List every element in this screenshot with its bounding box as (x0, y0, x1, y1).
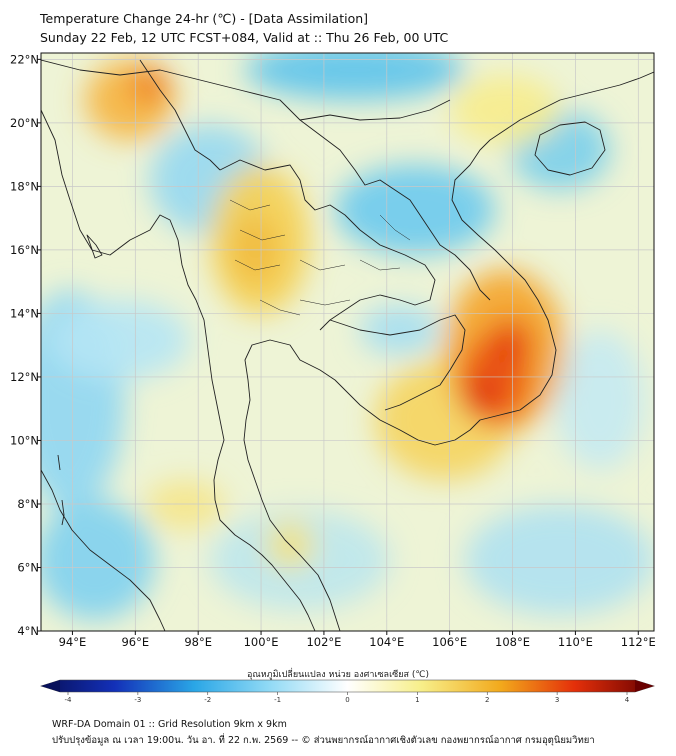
colorbar: -4 -3 -2 -1 0 1 2 3 4 (40, 679, 655, 704)
colorbar-tick-label: 1 (415, 696, 419, 704)
lon-tick-label: 112°E (621, 635, 656, 649)
colorbar-max-arrow (635, 680, 654, 692)
temperature-field (41, 53, 654, 631)
colorbar-tick-label: 0 (345, 696, 349, 704)
lon-tick-label: 98°E (184, 635, 212, 649)
lat-tick-label: 20°N (10, 116, 39, 130)
lon-tick-label: 108°E (495, 635, 530, 649)
coastlines-and-borders (41, 59, 654, 631)
colorbar-tick-label: 3 (555, 696, 559, 704)
lat-tick-label: 18°N (10, 179, 39, 193)
map-subtitle: Sunday 22 Feb, 12 UTC FCST+084, Valid at… (40, 30, 449, 45)
colorbar-title: อุณหภูมิเปลี่ยนแปลง หน่วย องศาเซลเซียส (… (246, 670, 430, 680)
colorbar-tick-label: 4 (625, 696, 630, 704)
longitude-axis: 94°E 96°E 98°E 100°E 102°E 104°E 106°E 108°E 110… (59, 631, 656, 649)
lon-tick-label: 100°E (244, 635, 279, 649)
lat-tick-label: 16°N (10, 243, 39, 257)
lat-tick-label: 10°N (10, 433, 39, 447)
latitude-axis: 4°N 6°N 8°N 10°N 12°N 14°N 16°N 18°N 20°N 22°N (10, 52, 41, 638)
hainan-island (534, 121, 606, 176)
mainland-coastline (41, 109, 316, 631)
lat-tick-label: 22°N (10, 52, 39, 66)
colorbar-tick-label: 2 (485, 696, 489, 704)
colorbar-tick-label: -3 (134, 696, 141, 704)
colorbar-tick-label: -1 (274, 696, 281, 704)
colorbar-min-arrow (41, 680, 60, 692)
lat-tick-label: 4°N (17, 624, 39, 638)
colorbar-tick-label: -4 (65, 696, 73, 704)
andaman-islands (57, 454, 65, 526)
cambodia-border (329, 314, 466, 411)
lat-tick-label: 14°N (10, 306, 39, 320)
colorbar-tick-label: -2 (204, 696, 211, 704)
provinces (229, 199, 411, 316)
colorbar-bar (40, 679, 655, 693)
bay-islands (86, 234, 103, 259)
footer-domain-info: WRF-DA Domain 01 :: Grid Resolution 9km … (52, 719, 287, 730)
gulf-coastline (243, 71, 654, 631)
sumatra-tip (41, 469, 166, 631)
lat-tick-label: 6°N (17, 560, 39, 574)
laos-vietnam-border (299, 119, 491, 301)
lon-tick-label: 94°E (59, 635, 87, 649)
lon-tick-label: 96°E (121, 635, 149, 649)
plot-frame (40, 52, 655, 632)
footer-update-info: ปรับปรุงข้อมูล ณ เวลา 19:00น. วัน อา. ที… (52, 735, 595, 746)
longitude-gridlines (72, 53, 639, 631)
lon-tick-label: 106°E (432, 635, 467, 649)
myanmar-border (139, 59, 221, 171)
lon-tick-label: 104°E (369, 635, 404, 649)
map-title: Temperature Change 24-hr (℃) - [Data Ass… (40, 11, 369, 26)
thailand-border (219, 159, 436, 331)
china-border (41, 59, 451, 121)
lon-tick-label: 110°E (558, 635, 593, 649)
latitude-gridlines (41, 59, 654, 631)
lat-tick-label: 12°N (10, 370, 39, 384)
lat-tick-label: 8°N (17, 497, 39, 511)
lon-tick-label: 102°E (306, 635, 341, 649)
colorbar-ticks: -4 -3 -2 -1 0 1 2 3 4 (65, 692, 630, 704)
